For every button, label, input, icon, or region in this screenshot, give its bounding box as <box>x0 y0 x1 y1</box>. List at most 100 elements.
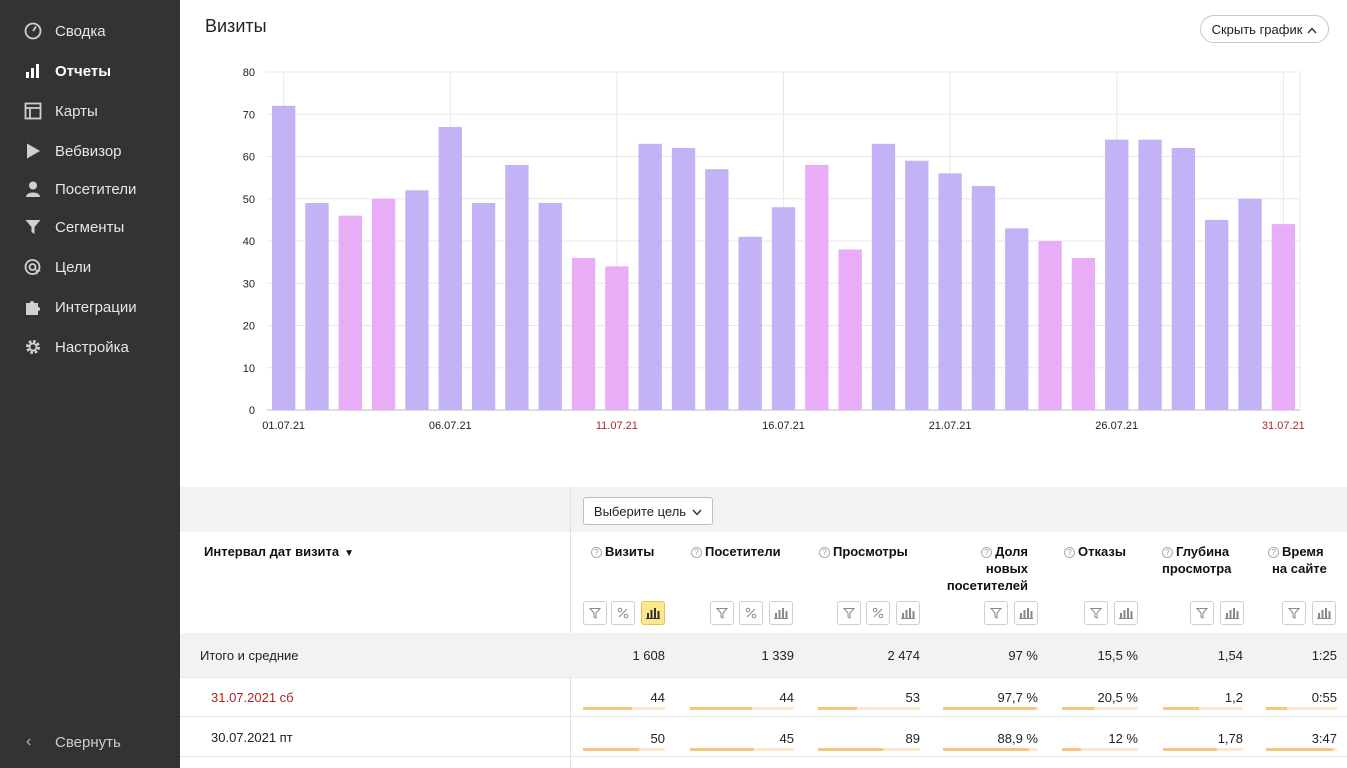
chart-toggle-button[interactable] <box>641 601 665 625</box>
sidebar-item-webvisor[interactable]: Вебвизор <box>0 136 180 166</box>
chart-toggle-button[interactable] <box>1114 601 1138 625</box>
progress-fill <box>1266 748 1334 751</box>
filter-button[interactable] <box>710 601 734 625</box>
column-header-visitors[interactable]: ? Посетители <box>691 543 781 560</box>
sidebar-item-label: Вебвизор <box>55 142 122 160</box>
bar-11.07.21[interactable] <box>605 266 629 410</box>
collapse-sidebar-button[interactable]: ‹ Свернуть <box>0 727 180 757</box>
percent-button[interactable] <box>866 601 890 625</box>
chart-toggle-button[interactable] <box>1312 601 1336 625</box>
sidebar-item-goals[interactable]: Цели <box>0 252 180 282</box>
bar-14.07.21[interactable] <box>705 169 729 410</box>
help-icon[interactable]: ? <box>1064 547 1075 558</box>
bar-28.07.21[interactable] <box>1171 148 1196 411</box>
bar-08.07.21[interactable] <box>505 164 529 410</box>
help-icon[interactable]: ? <box>691 547 702 558</box>
bar-29.07.21[interactable] <box>1205 219 1229 410</box>
bar-31.07.21[interactable] <box>1271 224 1296 410</box>
bar-07.07.21[interactable] <box>471 202 496 410</box>
table-row-label[interactable]: 30.07.2021 пт <box>211 730 293 745</box>
maps-icon <box>24 102 42 120</box>
play-icon <box>24 142 42 160</box>
sidebar-item-summary[interactable]: Сводка <box>0 16 180 46</box>
sidebar-item-settings[interactable]: Настройка <box>0 332 180 362</box>
table-row-label[interactable]: 31.07.2021 сб <box>211 690 294 705</box>
column-header-visits[interactable]: ? Визиты <box>591 543 654 560</box>
cell-bounces: 20,5 % <box>1097 690 1138 705</box>
bar-26.07.21[interactable] <box>1105 139 1129 410</box>
bar-22.07.21[interactable] <box>971 186 996 410</box>
filter-icon <box>1288 608 1300 619</box>
sidebar-item-integrations[interactable]: Интеграции <box>0 292 180 322</box>
sidebar-item-segments[interactable]: Сегменты <box>0 212 180 242</box>
sidebar: Сводка Отчеты Карты Вебвизор Посетители … <box>0 0 180 768</box>
bar-21.07.21[interactable] <box>938 173 962 410</box>
bar-10.07.21[interactable] <box>571 257 596 410</box>
sidebar-item-label: Сводка <box>55 22 106 40</box>
bar-15.07.21[interactable] <box>738 236 762 410</box>
totals-row <box>180 633 1347 677</box>
bar-03.07.21[interactable] <box>338 215 362 410</box>
progress-fill <box>1062 707 1094 710</box>
bar-05.07.21[interactable] <box>405 190 429 410</box>
sidebar-item-maps[interactable]: Карты <box>0 96 180 126</box>
bar-23.07.21[interactable] <box>1005 228 1029 410</box>
bar-02.07.21[interactable] <box>305 202 329 410</box>
bar-04.07.21[interactable] <box>371 198 396 410</box>
progress-track <box>1266 707 1337 710</box>
bar-25.07.21[interactable] <box>1071 257 1096 410</box>
percent-button[interactable] <box>739 601 763 625</box>
bar-01.07.21[interactable] <box>271 105 296 411</box>
help-icon[interactable]: ? <box>819 547 830 558</box>
bar-30.07.21[interactable] <box>1238 198 1262 410</box>
bar-09.07.21[interactable] <box>538 202 562 410</box>
filter-button[interactable] <box>837 601 861 625</box>
cell-new_share: 88,9 % <box>997 731 1038 746</box>
help-icon[interactable]: ? <box>591 547 602 558</box>
sidebar-item-reports[interactable]: Отчеты <box>0 56 180 86</box>
percent-icon <box>872 607 884 619</box>
bar-13.07.21[interactable] <box>671 148 696 411</box>
filter-button[interactable] <box>1084 601 1108 625</box>
chart-toggle-button[interactable] <box>769 601 793 625</box>
hide-chart-button[interactable]: Скрыть график <box>1200 15 1329 43</box>
bar-24.07.21[interactable] <box>1038 241 1062 410</box>
progress-track <box>818 707 920 710</box>
bar-19.07.21[interactable] <box>871 143 896 410</box>
bar-06.07.21[interactable] <box>438 126 462 411</box>
column-header-label: Просмотры <box>833 544 908 559</box>
chart-toggle-button[interactable] <box>1220 601 1244 625</box>
bar-27.07.21[interactable] <box>1138 139 1162 410</box>
bar-18.07.21[interactable] <box>838 249 862 410</box>
cell-visitors: 45 <box>779 731 794 746</box>
help-icon[interactable]: ? <box>1268 547 1279 558</box>
totals-visits: 1 608 <box>632 648 665 663</box>
bar-20.07.21[interactable] <box>905 160 929 410</box>
filter-button[interactable] <box>1190 601 1214 625</box>
progress-track <box>943 748 1038 751</box>
bar-12.07.21[interactable] <box>638 143 662 410</box>
column-header-label: новых <box>985 561 1028 576</box>
sidebar-item-visitors[interactable]: Посетители <box>0 174 180 204</box>
bar-17.07.21[interactable] <box>805 164 829 410</box>
y-tick-label: 50 <box>243 194 255 206</box>
help-icon[interactable]: ? <box>981 547 993 558</box>
column-header-new-share[interactable]: ? Доля новых посетителей <box>940 543 1028 594</box>
chart-toggle-button[interactable] <box>896 601 920 625</box>
column-header-label: просмотра <box>1162 561 1232 576</box>
dimension-header[interactable]: Интервал дат визита ▼ <box>204 544 354 559</box>
help-icon[interactable]: ? <box>1162 547 1173 558</box>
filter-button[interactable] <box>583 601 607 625</box>
goal-select[interactable]: Выберите цель <box>583 497 713 525</box>
column-header-views[interactable]: ? Просмотры <box>819 543 908 560</box>
column-header-depth[interactable]: ? Глубина просмотра <box>1162 543 1231 577</box>
filter-button[interactable] <box>984 601 1008 625</box>
chart-toggle-button[interactable] <box>1014 601 1038 625</box>
hide-chart-label: Скрыть график <box>1211 21 1303 37</box>
percent-button[interactable] <box>611 601 635 625</box>
column-header-label: Посетители <box>705 544 781 559</box>
column-header-bounces[interactable]: ? Отказы <box>1064 543 1126 560</box>
column-header-time[interactable]: ? Время на сайте <box>1268 543 1327 577</box>
filter-button[interactable] <box>1282 601 1306 625</box>
bar-16.07.21[interactable] <box>771 207 796 410</box>
